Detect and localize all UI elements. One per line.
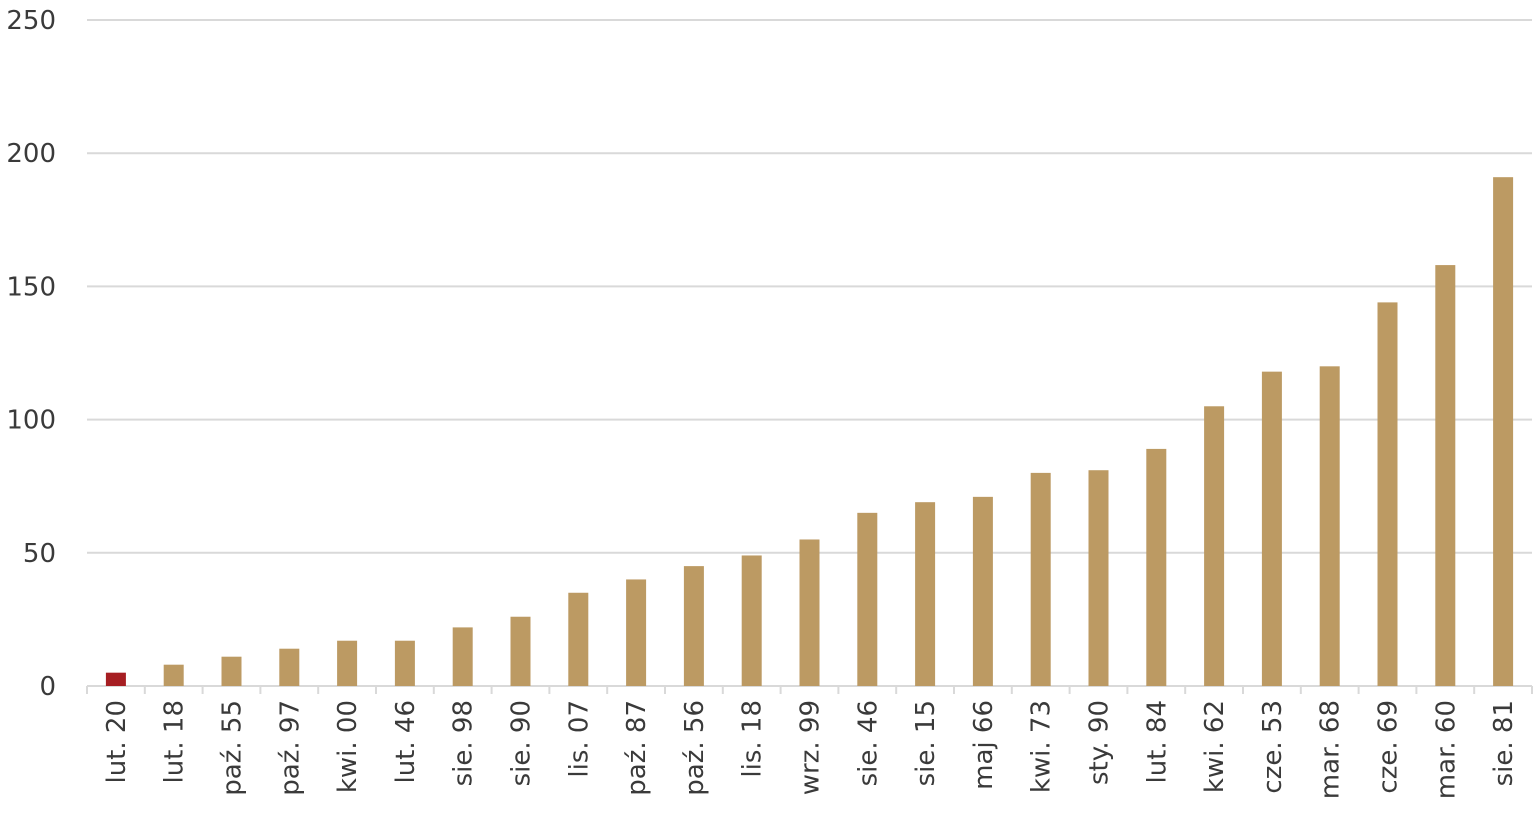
bar [915, 502, 936, 686]
x-tick-label: maj 66 [969, 700, 999, 790]
y-tick-label: 100 [6, 406, 56, 436]
x-tick-label: paź. 97 [275, 700, 305, 796]
x-tick-label: lut. 84 [1142, 700, 1172, 784]
bar [626, 579, 647, 686]
y-tick-label: 250 [6, 6, 56, 36]
x-tick-label: sie. 98 [449, 700, 479, 786]
x-tick-label: cze. 69 [1374, 700, 1404, 794]
bar [1088, 470, 1109, 686]
x-tick-label: paź. 55 [218, 700, 248, 796]
bar [972, 496, 993, 686]
y-tick-label: 200 [6, 139, 56, 169]
x-tick-label: kwi. 73 [1027, 700, 1057, 793]
bar [279, 648, 300, 686]
x-tick-label: kwi. 62 [1200, 700, 1230, 793]
bar [683, 566, 704, 686]
x-tick-label: paź. 56 [680, 700, 710, 796]
x-tick-label: paź. 87 [622, 700, 652, 796]
bar [510, 616, 531, 686]
x-tick-label: sty. 90 [1085, 700, 1115, 785]
y-axis-tick-labels: 0 50 100 150 200 250 [6, 6, 56, 702]
bar [163, 664, 184, 686]
x-tick-label: wrz. 99 [796, 700, 826, 795]
x-tick-label: lut. 46 [391, 700, 421, 784]
bar [1204, 406, 1225, 686]
bar [741, 555, 762, 686]
x-tick-label: lut. 18 [160, 700, 190, 784]
bar [221, 656, 242, 686]
bar [1261, 371, 1282, 686]
x-tick-label: sie. 90 [507, 700, 537, 786]
x-tick-label: kwi. 00 [333, 700, 363, 793]
y-tick-label: 50 [23, 539, 56, 569]
bar [1435, 265, 1456, 686]
bar [337, 640, 358, 686]
x-tick-label: sie. 15 [911, 700, 941, 786]
x-tick-label: sie. 46 [853, 700, 883, 786]
x-tick-label: sie. 81 [1489, 700, 1519, 786]
x-tick-label: lis. 07 [564, 700, 594, 778]
x-tick-label: lis. 18 [738, 700, 768, 778]
bar [799, 539, 820, 686]
bar [1377, 302, 1398, 686]
gridlines [87, 19, 1532, 687]
bar [1146, 448, 1167, 686]
x-tick-label: lut. 20 [102, 700, 132, 784]
y-tick-label: 0 [39, 672, 56, 702]
bars [105, 177, 1514, 686]
x-axis-tick-labels: lut. 20 lut. 18 paź. 55 paź. 97 kwi. 00 lut. … [102, 700, 1519, 799]
x-tick-label: mar. 68 [1316, 700, 1346, 799]
x-tick-label: cze. 53 [1258, 700, 1288, 794]
bar [394, 640, 415, 686]
bar [857, 512, 878, 686]
bar [105, 672, 126, 686]
bar [452, 627, 473, 686]
bar [1493, 177, 1514, 686]
bar [568, 592, 589, 686]
bar [1319, 366, 1340, 686]
x-tick-label: mar. 60 [1431, 700, 1461, 799]
x-axis-tick-marks [86, 686, 1533, 694]
bar [1030, 472, 1051, 686]
y-tick-label: 150 [6, 272, 56, 302]
